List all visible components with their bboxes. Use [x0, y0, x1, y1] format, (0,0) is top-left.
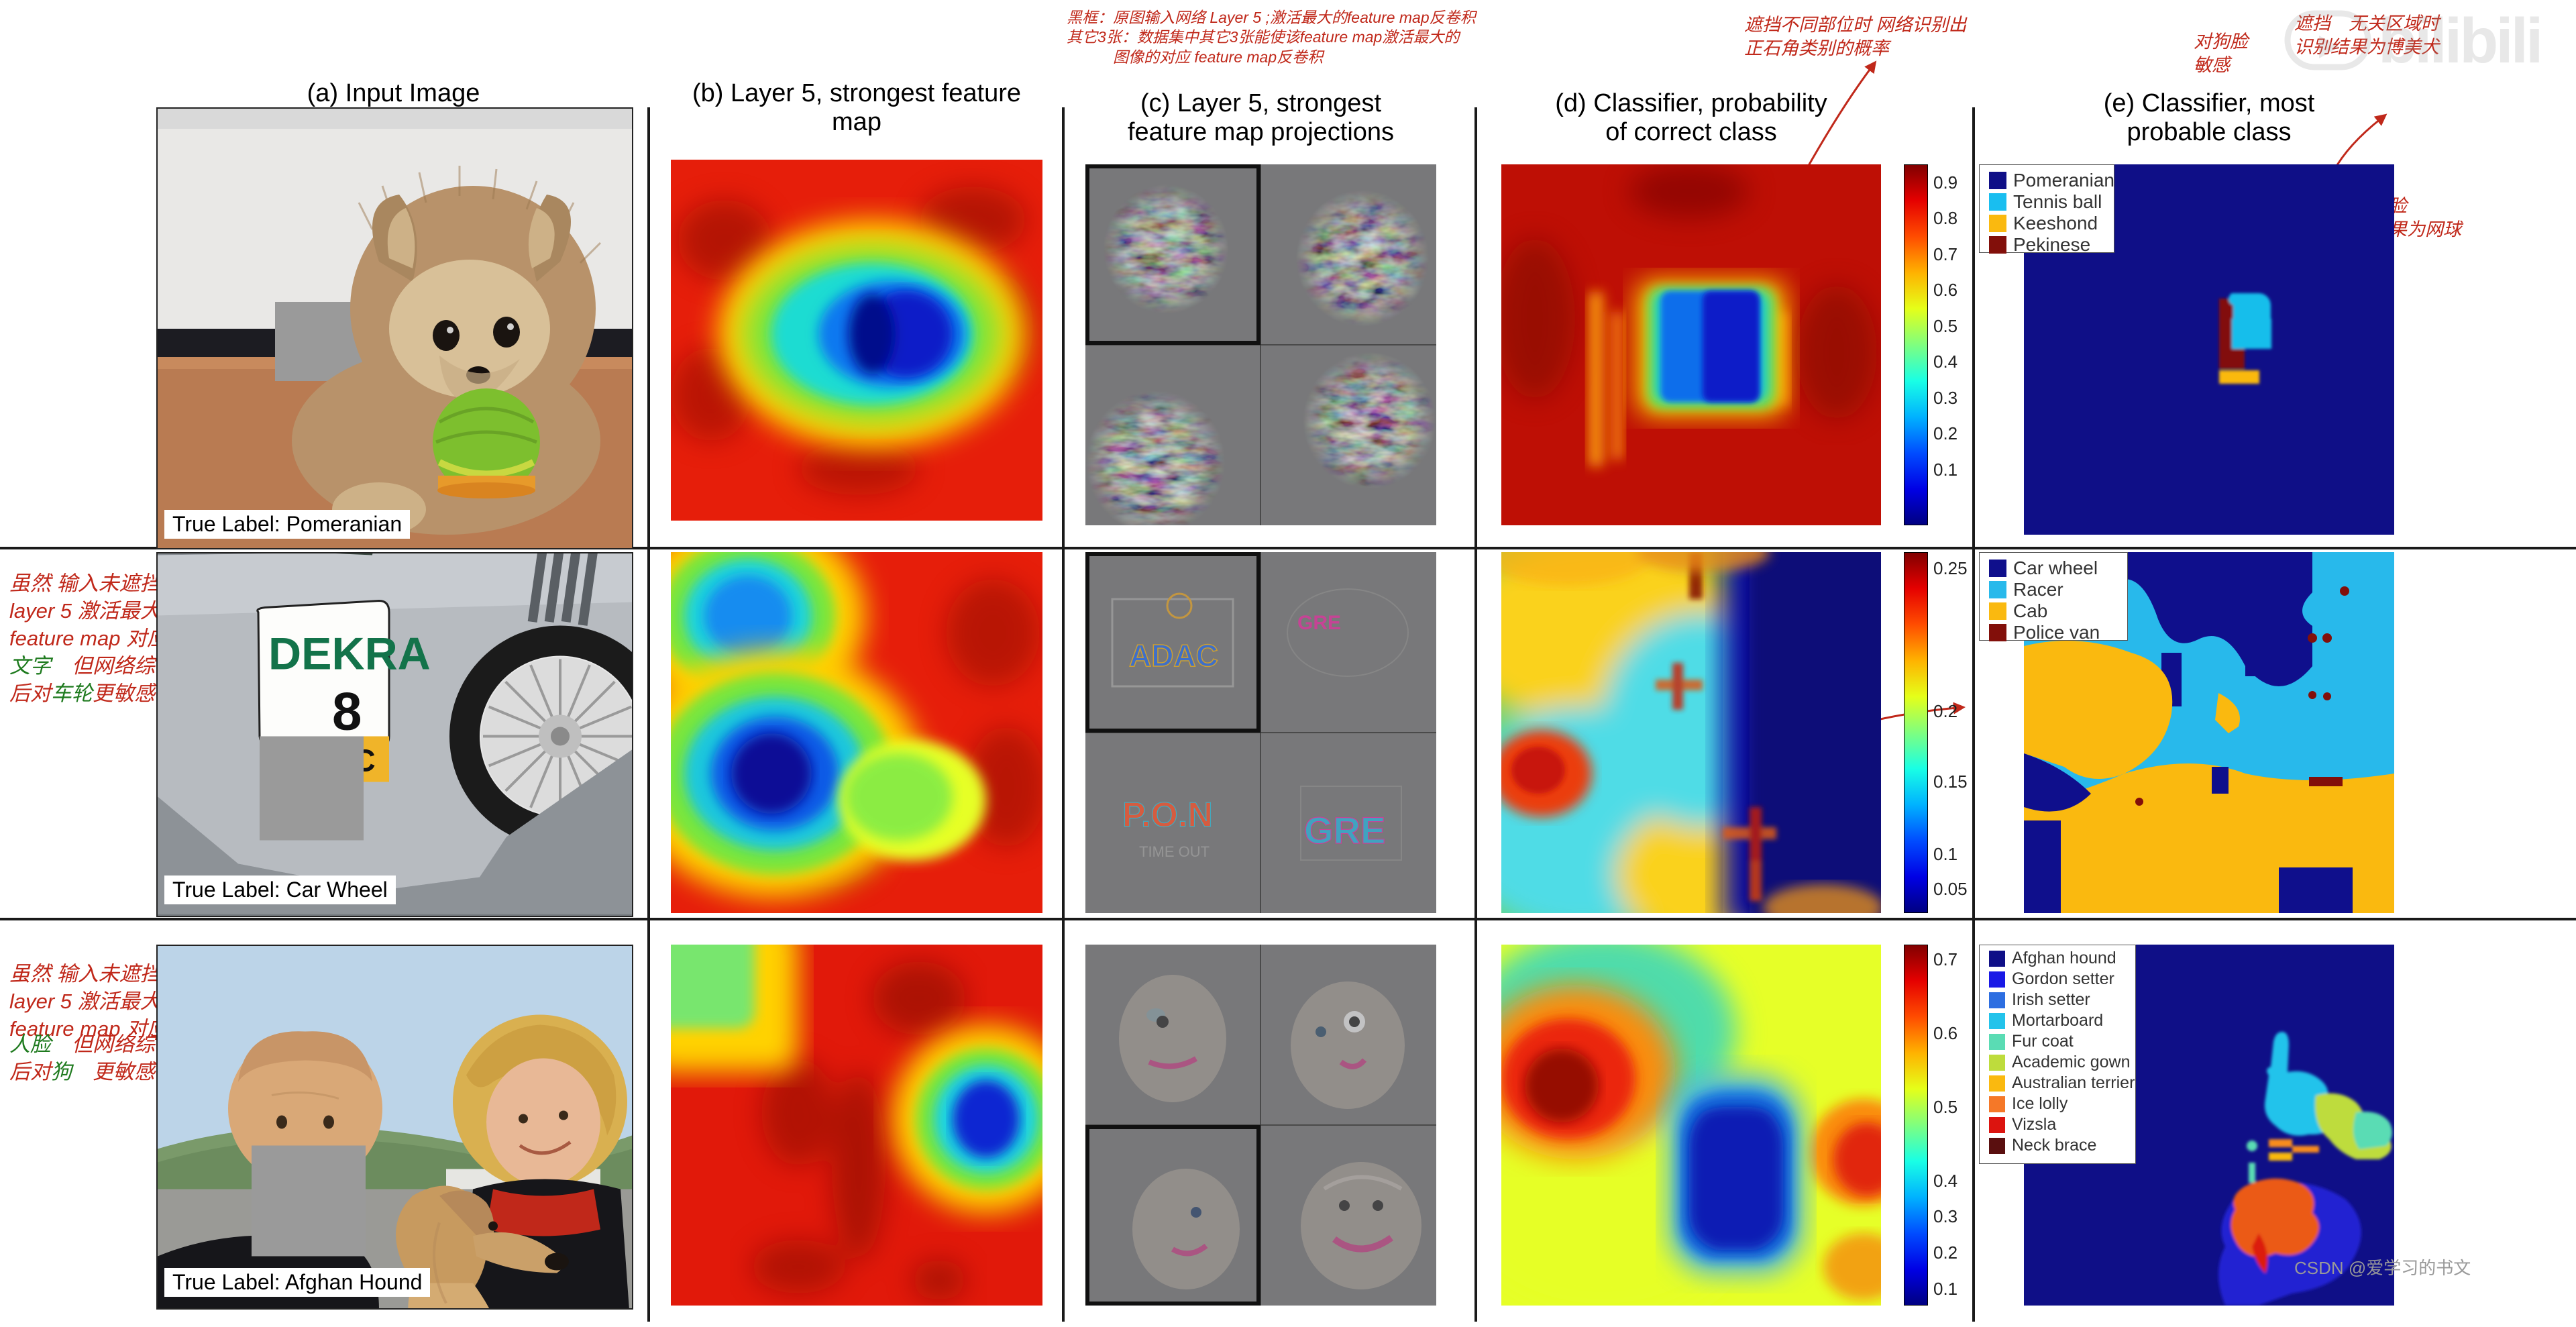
svg-text:8: 8 [332, 682, 362, 741]
svg-text:DEKRA: DEKRA [268, 629, 431, 680]
svg-text:P.O.N: P.O.N [1122, 796, 1213, 835]
svg-text:GRE: GRE [1297, 612, 1341, 634]
svg-text:TIME OUT: TIME OUT [1139, 843, 1210, 860]
svg-text:GRE: GRE [1304, 809, 1385, 851]
svg-text:bilibili: bilibili [2378, 5, 2540, 74]
